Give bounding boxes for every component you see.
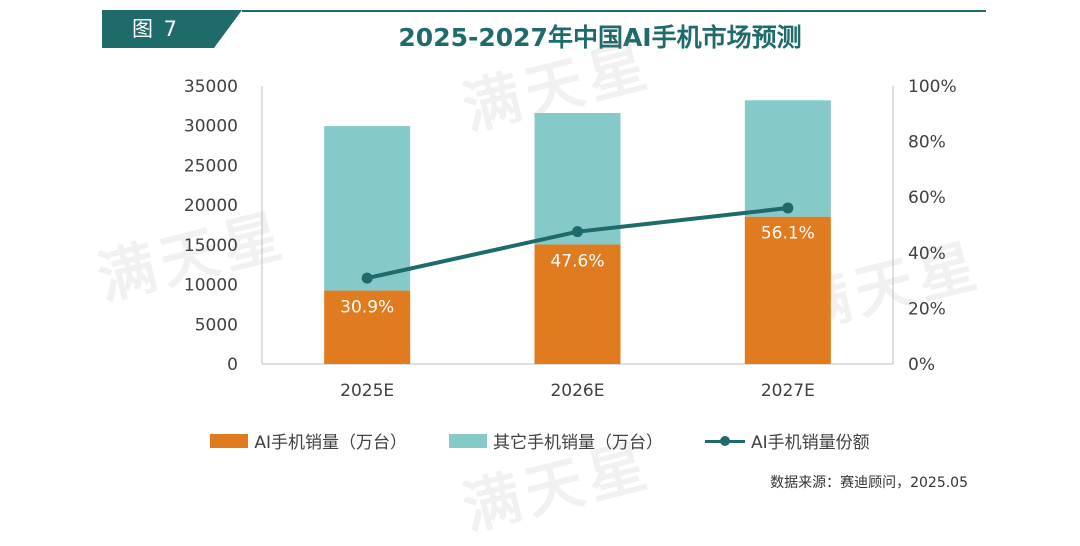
y-right-tick-label: 100% [908, 77, 957, 97]
legend-label-ai: AI手机销量（万台） [254, 433, 407, 453]
y-left-tick-label: 15000 [184, 236, 238, 256]
y-right-tick-label: 60% [908, 188, 946, 208]
y-right-tick-label: 40% [908, 244, 946, 264]
legend: AI手机销量（万台） 其它手机销量（万台） AI手机销量份额 [0, 428, 1080, 453]
legend-label-other: 其它手机销量（万台） [493, 433, 663, 453]
share-point-2027E [782, 202, 794, 214]
y-left-tick-label: 20000 [184, 196, 238, 216]
legend-item-other: 其它手机销量（万台） [449, 428, 663, 453]
figure-label: 图 7 [102, 10, 242, 48]
legend-swatch-other [449, 433, 487, 448]
y-left-tick-label: 35000 [184, 77, 238, 97]
share-data-label: 30.9% [340, 298, 394, 318]
x-tick-label: 2026E [550, 381, 604, 401]
y-left-tick-label: 10000 [184, 276, 238, 296]
y-right-tick-label: 80% [908, 133, 946, 153]
legend-swatch-share [705, 434, 745, 448]
y-left-tick-label: 0 [227, 355, 238, 375]
y-left-tick-label: 25000 [184, 156, 238, 176]
chart-area: 0 5000 10000 15000 20000 25000 30000 35000 0% 20%… [184, 77, 957, 401]
bar-other-2026E [534, 113, 621, 245]
x-tick-label: 2027E [761, 381, 815, 401]
bar-other-2027E [744, 100, 831, 217]
y-right-tick-label: 0% [908, 355, 935, 375]
chart-title: 2025-2027年中国AI手机市场预测 [398, 23, 802, 52]
legend-item-share: AI手机销量份额 [705, 428, 870, 453]
y-right-tick-label: 20% [908, 299, 946, 319]
x-tick-label: 2025E [340, 381, 394, 401]
legend-item-ai: AI手机销量（万台） [210, 428, 407, 453]
share-data-label: 47.6% [550, 251, 604, 271]
header-rule [242, 10, 986, 12]
bar-other-2025E [324, 126, 411, 291]
share-point-2025E [361, 272, 373, 284]
y-left-tick-label: 5000 [195, 315, 238, 335]
legend-label-share: AI手机销量份额 [751, 433, 870, 453]
bar-ai-2025E [324, 290, 411, 364]
y-left-tick-label: 30000 [184, 117, 238, 137]
legend-swatch-ai [210, 433, 249, 448]
bar-ai-2026E [534, 244, 621, 364]
share-point-2026E [572, 226, 583, 238]
share-data-label: 56.1% [761, 224, 815, 244]
bar-ai-2027E [744, 216, 831, 364]
source-note: 数据来源：赛迪顾问，2025.05 [770, 475, 968, 491]
